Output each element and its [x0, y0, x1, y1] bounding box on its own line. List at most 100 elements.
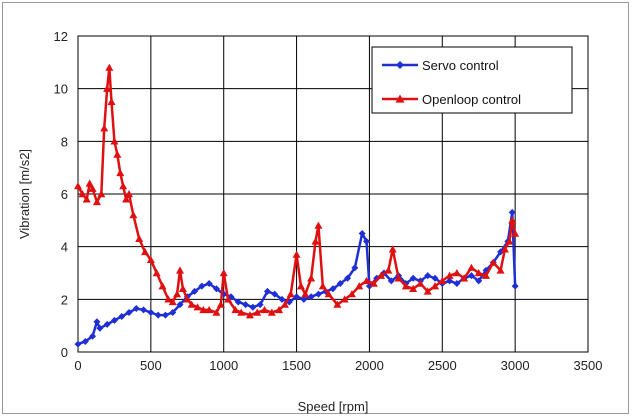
data-point — [103, 84, 112, 92]
data-point — [118, 312, 126, 320]
y-tick-label: 10 — [54, 82, 68, 97]
data-point — [286, 290, 295, 298]
data-point — [256, 301, 264, 309]
data-point — [431, 274, 439, 282]
y-tick-label: 6 — [61, 187, 68, 202]
data-point — [358, 230, 366, 237]
data-point — [307, 293, 315, 301]
data-point — [78, 190, 87, 198]
legend: Servo control Openloop control — [371, 46, 573, 114]
data-point — [508, 216, 517, 224]
x-tick-label: 1500 — [282, 358, 311, 373]
data-point — [369, 279, 378, 287]
tick-labels: 0 500 1000 1500 2000 2500 3000 3500 0 2 4 6 8 10 12 — [54, 29, 603, 373]
data-point — [110, 316, 118, 324]
y-axis-title: Vibration [m/s2] — [17, 149, 32, 239]
data-point — [355, 282, 364, 290]
data-point — [453, 280, 461, 288]
data-point — [377, 271, 386, 279]
data-point — [158, 282, 167, 290]
y-tick-label: 12 — [54, 29, 68, 44]
data-point — [96, 324, 104, 332]
data-point — [511, 229, 520, 237]
data-point — [237, 308, 246, 316]
data-point — [271, 290, 279, 298]
data-point — [212, 308, 221, 316]
data-point — [105, 63, 114, 71]
data-point — [387, 277, 395, 285]
data-point — [129, 211, 138, 219]
data-point — [508, 208, 516, 216]
data-point — [511, 282, 519, 290]
legend-marker — [395, 94, 405, 103]
data-point — [198, 282, 206, 290]
data-point — [113, 150, 122, 158]
y-tick-label: 2 — [61, 292, 68, 307]
data-point — [173, 290, 182, 298]
x-tick-label: 2000 — [355, 358, 384, 373]
data-point — [199, 305, 208, 314]
data-point — [333, 300, 342, 308]
data-point — [278, 295, 286, 303]
data-point — [280, 300, 289, 308]
data-point — [301, 290, 310, 298]
data-point — [318, 282, 327, 290]
data-point — [416, 279, 425, 287]
data-point — [132, 305, 140, 313]
data-point — [347, 290, 356, 298]
series-layer — [74, 63, 520, 348]
data-point — [311, 237, 320, 245]
y-tick-label: 4 — [61, 240, 68, 255]
data-point — [164, 295, 173, 303]
x-tick-label: 3500 — [574, 358, 603, 373]
data-point — [267, 308, 276, 316]
series-openloop-control — [74, 63, 520, 319]
data-point — [340, 295, 349, 303]
data-point — [234, 298, 242, 306]
x-tick-label: 3000 — [501, 358, 530, 373]
data-point — [388, 245, 397, 253]
data-point — [344, 274, 352, 282]
data-point — [505, 237, 514, 245]
data-point — [100, 124, 109, 132]
data-point — [314, 290, 322, 298]
data-point — [176, 301, 184, 309]
data-point — [482, 271, 490, 279]
data-point — [169, 309, 177, 316]
data-point — [178, 284, 187, 292]
data-point — [351, 264, 359, 272]
data-point — [85, 179, 94, 187]
data-point — [74, 182, 82, 190]
data-point — [245, 311, 254, 319]
data-point — [152, 269, 161, 277]
data-point — [81, 337, 89, 345]
data-point — [474, 269, 483, 277]
data-point — [394, 274, 403, 282]
data-point — [176, 266, 184, 274]
data-point — [146, 255, 155, 264]
data-point — [489, 258, 498, 266]
x-tick-label: 0 — [74, 358, 81, 373]
data-point — [293, 293, 301, 301]
data-point — [253, 308, 262, 316]
data-point — [161, 311, 169, 319]
data-point — [242, 301, 250, 309]
data-point — [431, 282, 439, 290]
data-point — [212, 285, 220, 293]
data-point — [231, 305, 240, 314]
data-point — [88, 184, 97, 192]
data-point — [125, 190, 133, 198]
data-point — [216, 300, 225, 308]
data-point — [107, 97, 116, 106]
x-tick-label: 500 — [140, 358, 162, 373]
data-point — [362, 276, 371, 285]
data-point — [438, 276, 447, 285]
data-point — [475, 277, 483, 285]
y-tick-label: 0 — [61, 345, 68, 360]
x-axis-title: Speed [rpm] — [298, 399, 369, 414]
data-point — [92, 197, 101, 206]
data-point — [82, 195, 91, 203]
legend-label: Openloop control — [422, 92, 521, 107]
data-point — [300, 295, 308, 303]
